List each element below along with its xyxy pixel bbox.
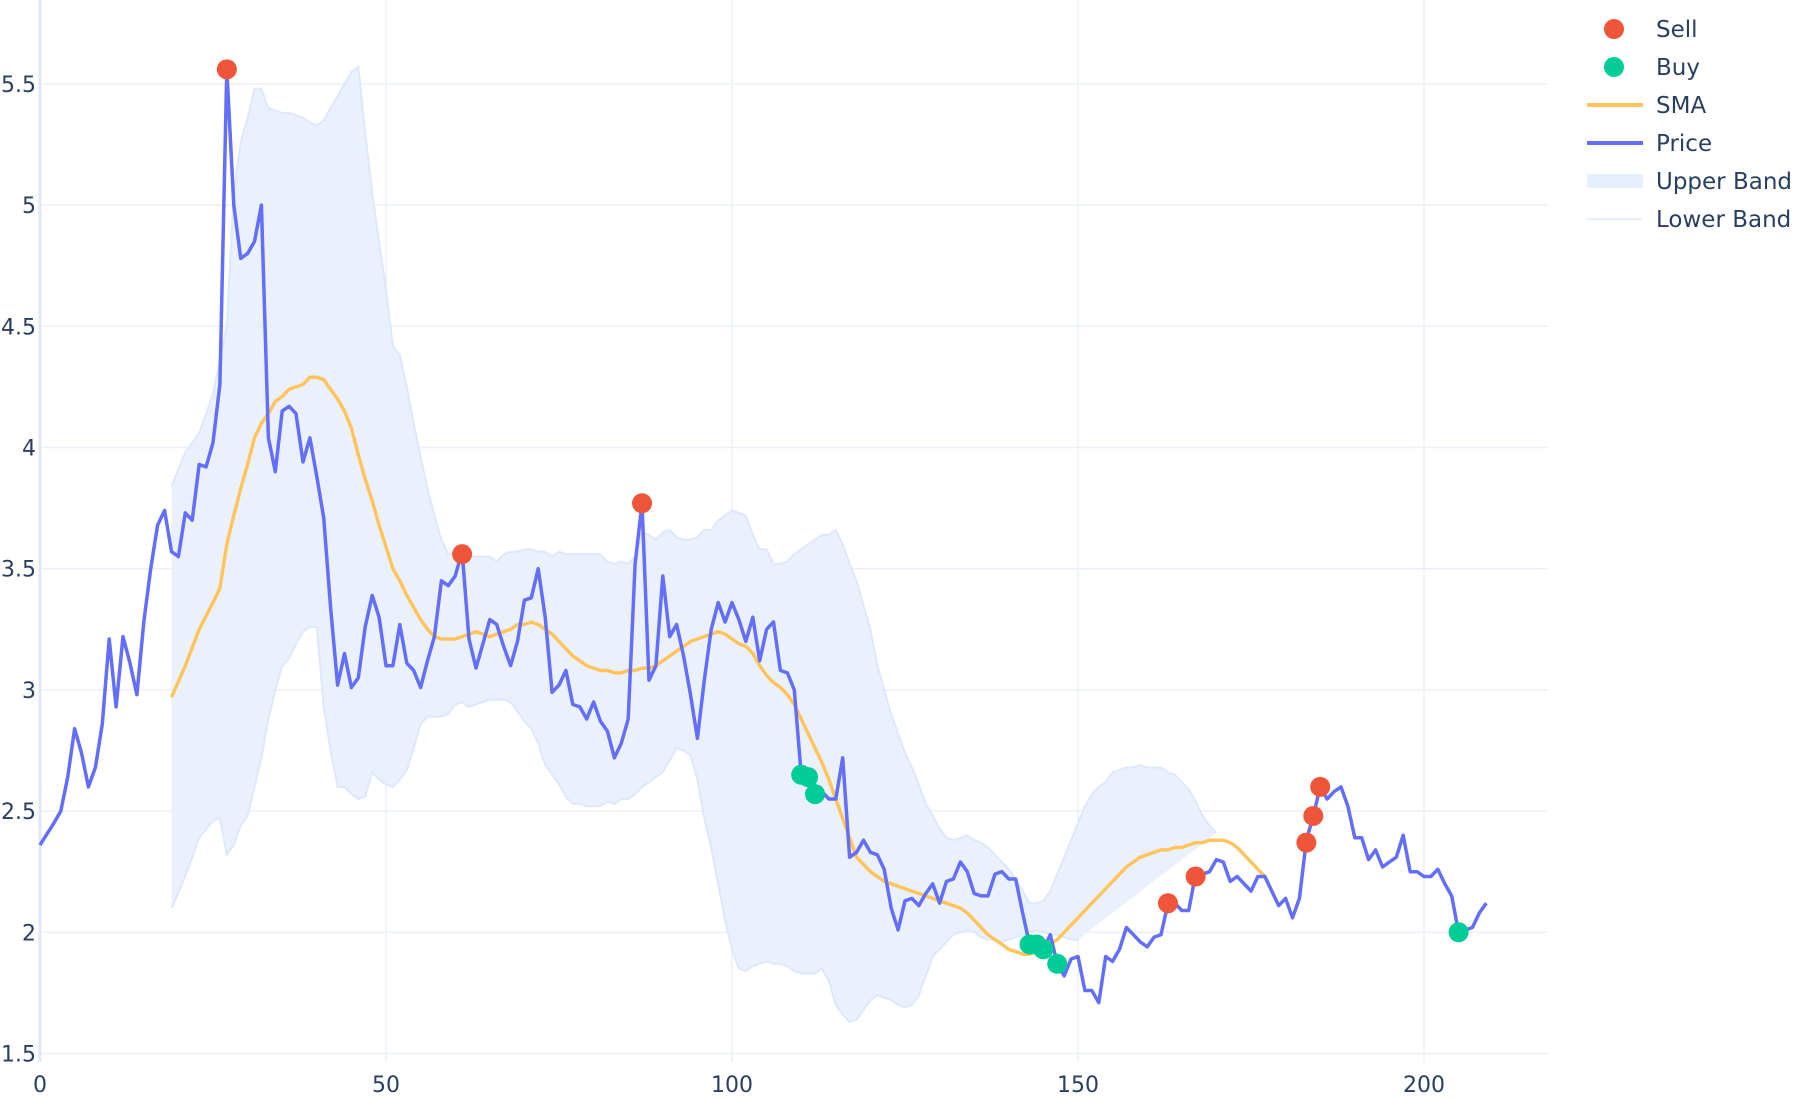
buy-marker-7[interactable] — [1448, 922, 1469, 943]
legend-item-buy[interactable]: Buy — [1604, 55, 1700, 81]
sell-marker-0[interactable] — [216, 59, 237, 80]
buy-marker-6[interactable] — [1047, 953, 1068, 974]
y-tick-label: 1.5 — [1, 1043, 36, 1068]
sell-marker-7[interactable] — [1310, 776, 1331, 797]
y-tick-label: 2.5 — [1, 800, 36, 825]
legend-item-sma[interactable]: SMA — [1587, 93, 1706, 119]
legend-label: SMA — [1656, 93, 1706, 119]
legend-label: Sell — [1656, 17, 1698, 43]
lower-band-line — [170, 625, 1078, 1024]
legend-item-sell[interactable]: Sell — [1604, 17, 1698, 43]
sell-marker-2[interactable] — [632, 493, 653, 514]
buy-marker-5[interactable] — [1033, 939, 1054, 960]
y-tick-label: 5 — [22, 194, 36, 219]
y-tick-label: 4 — [22, 437, 36, 462]
y-tick-label: 2 — [22, 921, 36, 946]
buy-marker-1[interactable] — [798, 767, 819, 788]
price-line — [38, 67, 1488, 1005]
buy-markers — [791, 764, 1469, 974]
band-area — [171, 66, 1217, 1022]
x-tick-label: 0 — [33, 1073, 47, 1098]
sell-markers — [216, 59, 1331, 914]
bollinger-band — [170, 65, 1218, 1024]
y-tick-label: 5.5 — [1, 73, 36, 98]
legend-label: Buy — [1656, 55, 1700, 81]
legend-item-upper-band[interactable]: Upper Band — [1587, 169, 1792, 195]
sell-marker-1[interactable] — [452, 544, 473, 565]
x-axis-ticks: 0 50 100 150 200 — [33, 1073, 1445, 1098]
legend-label: Upper Band — [1656, 169, 1792, 195]
x-tick-label: 100 — [711, 1073, 753, 1098]
legend-swatch — [1587, 174, 1643, 188]
sell-marker-3[interactable] — [1157, 893, 1178, 914]
sell-marker-4[interactable] — [1185, 866, 1206, 887]
x-tick-label: 200 — [1403, 1073, 1445, 1098]
legend-label: Lower Band — [1656, 207, 1791, 233]
sma-line — [169, 375, 1267, 956]
legend-label: Price — [1656, 131, 1712, 157]
legend-swatch — [1604, 19, 1624, 39]
upper-band-line — [170, 65, 1218, 905]
y-tick-label: 4.5 — [1, 315, 36, 340]
x-tick-label: 150 — [1057, 1073, 1099, 1098]
legend-swatch — [1604, 57, 1624, 77]
y-axis-ticks: 1.5 2 2.5 3 3.5 4 4.5 5 5.5 — [1, 73, 36, 1068]
legend[interactable]: Sell Buy SMA Price Upper Band Lower Band — [1587, 17, 1792, 233]
legend-item-price[interactable]: Price — [1587, 131, 1712, 157]
buy-marker-2[interactable] — [805, 784, 826, 805]
legend-item-lower-band[interactable]: Lower Band — [1587, 207, 1791, 233]
x-tick-label: 50 — [372, 1073, 400, 1098]
y-tick-label: 3 — [22, 679, 36, 704]
sell-marker-5[interactable] — [1296, 832, 1317, 853]
sell-marker-6[interactable] — [1303, 805, 1324, 826]
y-tick-label: 3.5 — [1, 558, 36, 583]
